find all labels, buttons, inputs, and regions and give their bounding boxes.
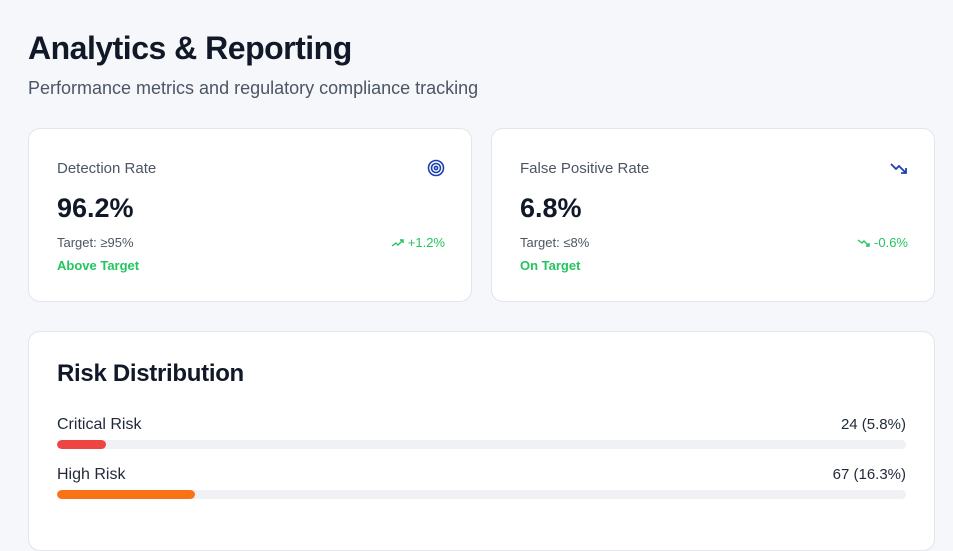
kpi-target: Target: ≤8% <box>520 235 590 250</box>
kpi-trend-value: -0.6% <box>874 235 908 250</box>
page-title: Analytics & Reporting <box>28 30 352 66</box>
risk-label: Critical Risk <box>57 416 142 433</box>
trending-down-icon <box>857 238 870 247</box>
kpi-label: False Positive Rate <box>520 160 650 177</box>
kpi-trend-value: +1.2% <box>407 235 445 250</box>
kpi-card-detection-rate: Detection Rate 96.2% Target: ≥95% +1.2% … <box>28 128 472 302</box>
kpi-trend: -0.6% <box>857 235 908 250</box>
risk-bar-fill <box>57 440 107 449</box>
page-subtitle: Performance metrics and regulatory compl… <box>28 78 479 98</box>
risk-count: 24 (5.8%) <box>840 416 906 433</box>
kpi-label: Detection Rate <box>57 160 157 177</box>
kpi-trend: +1.2% <box>391 235 445 250</box>
kpi-value: 6.8% <box>520 193 582 223</box>
kpi-status: On Target <box>520 258 581 273</box>
trending-down-icon <box>890 163 907 174</box>
risk-bar-track <box>57 440 906 449</box>
kpi-status: Above Target <box>57 258 140 273</box>
trending-up-icon <box>391 238 404 247</box>
kpi-target: Target: ≥95% <box>57 235 134 250</box>
risk-row-high: High Risk 67 (16.3%) <box>57 466 906 499</box>
risk-distribution-card: Risk Distribution Critical Risk 24 (5.8%… <box>28 331 935 551</box>
risk-count: 67 (16.3%) <box>832 466 906 483</box>
kpi-value: 96.2% <box>57 193 134 223</box>
kpi-card-false-positive-rate: False Positive Rate 6.8% Target: ≤8% -0.… <box>491 128 935 302</box>
risk-row-critical: Critical Risk 24 (5.8%) <box>57 416 906 449</box>
risk-label: High Risk <box>57 466 126 483</box>
section-title: Risk Distribution <box>57 360 244 387</box>
target-icon <box>427 159 445 177</box>
risk-bar-fill <box>57 490 196 499</box>
risk-bar-track <box>57 490 906 499</box>
